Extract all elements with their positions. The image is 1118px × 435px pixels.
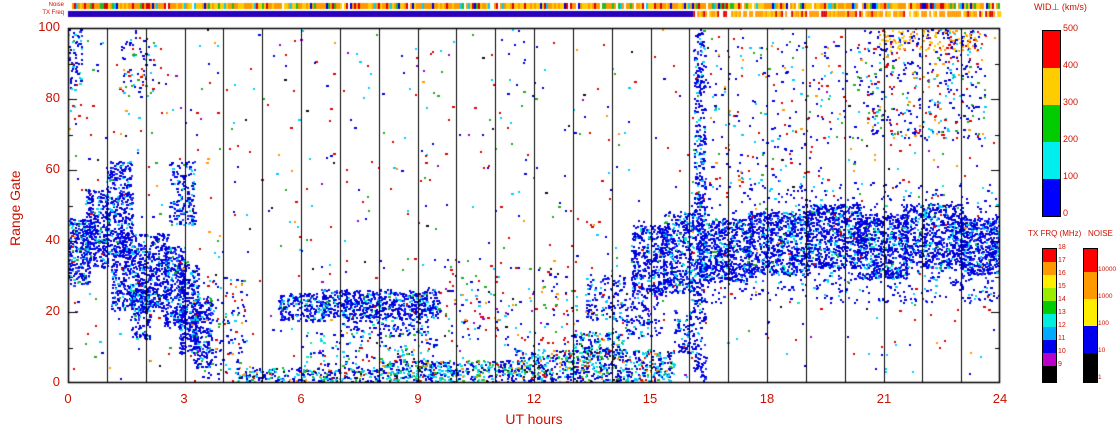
y-tick-label: 0 (52, 374, 60, 389)
wid-colorbar-tick: 100 (1063, 171, 1079, 181)
x-tick-label: 12 (526, 391, 542, 406)
txfrq-colorbar-tick: 17 (1058, 257, 1066, 264)
txfrq-colorbar-tick: 10 (1058, 348, 1066, 355)
noise-colorbar-tick: 10 (1098, 347, 1106, 354)
x-tick-label: 18 (759, 391, 775, 406)
txfreq-strip-label: TX Freq (42, 10, 64, 16)
txfrq-colorbar-tick: 14 (1058, 296, 1066, 303)
txfrq-colorbar-segment (1043, 366, 1056, 382)
txfrq-colorbar-segment (1043, 301, 1056, 314)
txfrq-colorbar-segment (1043, 340, 1056, 353)
txfrq-colorbar-title: TX FRQ (MHz) (1028, 229, 1082, 238)
noise-colorbar-segment (1084, 326, 1097, 353)
noise-colorbar-tick: 10000 (1098, 266, 1117, 273)
wid-colorbar-tick: 400 (1063, 60, 1079, 70)
noise-colorbar-segment (1084, 353, 1097, 382)
wid-colorbar-tick: 300 (1063, 97, 1079, 107)
wid-colorbar-tick: 200 (1063, 134, 1079, 144)
txfrq-colorbar-segment (1043, 288, 1056, 301)
y-tick-label: 60 (45, 161, 60, 176)
x-tick-label: 15 (642, 391, 658, 406)
txfrq-colorbar-tick: 18 (1058, 244, 1066, 251)
noise-colorbar-tick: 1000 (1098, 293, 1113, 300)
txfrq-colorbar-tick: 11 (1058, 335, 1066, 342)
x-axis-title: UT hours (505, 411, 563, 427)
txfrq-colorbar-tick: 9 (1058, 361, 1062, 368)
y-tick-label: 20 (45, 303, 60, 318)
wid-colorbar-tick: 500 (1063, 23, 1079, 33)
x-tick-label: 6 (297, 391, 305, 406)
txfrq-colorbar (1042, 248, 1057, 383)
txfrq-colorbar-segment (1043, 314, 1056, 327)
y-axis-title: Range Gate (7, 170, 23, 247)
x-tick-label: 21 (876, 391, 892, 406)
wid-colorbar-tick: 0 (1063, 208, 1069, 218)
wid-colorbar-segment (1043, 105, 1060, 142)
txfrq-colorbar-segment (1043, 262, 1056, 275)
wid-colorbar-segment (1043, 68, 1060, 105)
x-tick-label: 0 (64, 391, 72, 406)
wid-colorbar (1042, 30, 1061, 217)
noise-colorbar-title: NOISE (1088, 229, 1113, 238)
txfrq-colorbar-segment (1043, 353, 1056, 366)
txfrq-colorbar-tick: 16 (1058, 270, 1066, 277)
noise-colorbar-tick: 100 (1098, 320, 1109, 327)
txfrq-colorbar-segment (1043, 275, 1056, 288)
wid-colorbar-title: WID⊥ (km/s) (1034, 2, 1087, 12)
txfrq-colorbar-tick: 12 (1058, 322, 1066, 329)
noise-colorbar-segment (1084, 299, 1097, 326)
noise-colorbar-segment (1084, 249, 1097, 272)
txfrq-colorbar-tick: 13 (1058, 309, 1066, 316)
wid-colorbar-segment (1043, 31, 1060, 68)
y-tick-label: 80 (45, 90, 60, 105)
txfrq-colorbar-segment (1043, 327, 1056, 340)
noise-strip-label: Noise (48, 2, 64, 8)
noise-colorbar (1083, 248, 1098, 383)
y-tick-label: 100 (38, 19, 60, 34)
wid-colorbar-segment (1043, 179, 1060, 216)
y-tick-label: 40 (45, 232, 60, 247)
x-tick-label: 3 (180, 391, 188, 406)
wid-colorbar-segment (1043, 142, 1060, 179)
txfrq-colorbar-tick: 15 (1058, 283, 1066, 290)
txfrq-colorbar-segment (1043, 249, 1056, 262)
noise-colorbar-tick: 1 (1098, 374, 1102, 381)
x-tick-label: 24 (992, 391, 1008, 406)
noise-colorbar-segment (1084, 272, 1097, 299)
x-tick-label: 9 (414, 391, 422, 406)
